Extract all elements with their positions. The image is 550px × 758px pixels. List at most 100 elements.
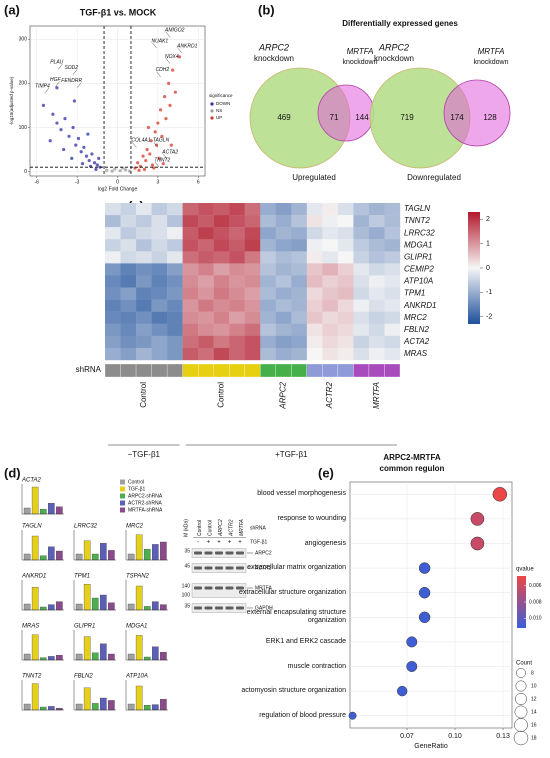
bar bbox=[151, 646, 159, 661]
point bbox=[71, 125, 75, 130]
point bbox=[72, 99, 77, 103]
colorbar-label: -2 bbox=[486, 314, 492, 321]
marker-title: M (kDa) bbox=[183, 519, 189, 537]
group-label: ACTR2 bbox=[325, 381, 334, 409]
bar bbox=[151, 544, 159, 561]
heatmap-cell bbox=[353, 311, 370, 324]
heatmap-cell bbox=[275, 251, 292, 264]
heatmap-cell bbox=[368, 299, 385, 312]
point bbox=[149, 139, 153, 143]
label-leader bbox=[156, 71, 161, 77]
heatmap-cell bbox=[322, 275, 339, 288]
heatmap-cell bbox=[198, 335, 214, 349]
heatmap-cell bbox=[198, 239, 214, 252]
band bbox=[215, 566, 223, 570]
heatmap-cell bbox=[384, 203, 401, 216]
heatmap-cell bbox=[353, 263, 370, 276]
point bbox=[110, 169, 114, 173]
heatmap-cell bbox=[368, 335, 385, 349]
heatmap-cell bbox=[244, 311, 261, 324]
heatmap-cell bbox=[244, 263, 261, 276]
marker-label: 100 bbox=[182, 592, 191, 598]
legend-title: significance bbox=[209, 93, 233, 98]
strip-cell bbox=[368, 363, 385, 378]
panel-title: TAGLN bbox=[22, 524, 42, 530]
strip-cell bbox=[353, 363, 370, 378]
label-leader bbox=[76, 82, 82, 88]
count: 174 bbox=[450, 113, 464, 122]
heatmap-cell bbox=[291, 287, 308, 300]
treatment-sign: + bbox=[228, 540, 232, 546]
heatmap-cell bbox=[229, 347, 245, 361]
strip-cell bbox=[135, 363, 152, 378]
heatmap-cell bbox=[182, 275, 199, 288]
bar bbox=[75, 703, 83, 711]
heatmap-cell bbox=[322, 287, 339, 300]
band bbox=[204, 566, 213, 570]
heatmap-cell bbox=[105, 299, 121, 312]
point bbox=[145, 147, 149, 152]
heatmap-cell bbox=[120, 335, 137, 349]
size-legend-dot bbox=[516, 668, 526, 678]
heatmap-cell bbox=[105, 287, 121, 300]
heatmap-cell bbox=[384, 275, 401, 288]
heatmap-cell bbox=[167, 275, 183, 288]
heatmap-cell bbox=[136, 215, 152, 228]
group-label: Control bbox=[139, 382, 148, 408]
gene-label: ANKRD1 bbox=[176, 44, 198, 50]
point bbox=[137, 168, 141, 172]
heatmap-cell bbox=[229, 263, 245, 276]
color-legend-title: qvalue bbox=[516, 567, 534, 573]
marker-label: 45 bbox=[184, 563, 190, 569]
heatmap-cell bbox=[244, 335, 261, 349]
heatmap-cell bbox=[198, 299, 214, 312]
size-legend-label: 16 bbox=[531, 722, 537, 728]
bar bbox=[39, 706, 47, 711]
heatmap-cell bbox=[291, 251, 308, 264]
condition-label: +TGF-β1 bbox=[275, 450, 308, 459]
treatment-sign: + bbox=[238, 540, 242, 546]
band bbox=[225, 606, 234, 610]
heatmap-cell bbox=[384, 263, 401, 276]
point bbox=[84, 154, 89, 158]
bar bbox=[23, 653, 31, 661]
heatmap-cell bbox=[136, 323, 152, 337]
legend-label: DOWN bbox=[216, 101, 230, 106]
point bbox=[62, 147, 66, 152]
heatmap-cell bbox=[260, 251, 276, 264]
heatmap-cell bbox=[105, 347, 121, 361]
heatmap-cell bbox=[353, 275, 370, 288]
heatmap-cell bbox=[337, 275, 354, 288]
bar bbox=[48, 604, 55, 611]
row-label: MRAS bbox=[404, 349, 428, 358]
heatmap-cell bbox=[151, 251, 168, 264]
heatmap-cell bbox=[244, 323, 261, 337]
heatmap-cell bbox=[167, 311, 183, 324]
strip-title: shRNA bbox=[76, 365, 102, 374]
bar bbox=[48, 656, 55, 661]
heatmap-cell bbox=[151, 203, 168, 216]
panel-title: TSPAN2 bbox=[126, 574, 150, 580]
point bbox=[51, 112, 55, 116]
heatmap-cell bbox=[213, 275, 230, 288]
marker-label: 35 bbox=[184, 548, 190, 554]
bar bbox=[31, 683, 39, 711]
band bbox=[236, 586, 244, 590]
panel-title: TNNT2 bbox=[22, 674, 42, 680]
heatmap-cell bbox=[229, 215, 245, 228]
bar bbox=[48, 503, 55, 515]
point bbox=[123, 168, 128, 172]
bar bbox=[100, 594, 107, 611]
y-tick-label: 200 bbox=[19, 81, 28, 87]
point bbox=[150, 163, 155, 167]
heatmap-cell bbox=[105, 263, 121, 276]
heatmap-cell bbox=[384, 299, 401, 312]
x-tick-label: 0.10 bbox=[448, 733, 462, 740]
heatmap-cell bbox=[151, 335, 168, 349]
term-label: extracellular matrix organization bbox=[247, 564, 346, 572]
heatmap-cell bbox=[260, 335, 276, 349]
strip-cell bbox=[182, 363, 199, 378]
point bbox=[55, 86, 59, 90]
point bbox=[148, 152, 152, 156]
label-leader bbox=[155, 162, 160, 168]
